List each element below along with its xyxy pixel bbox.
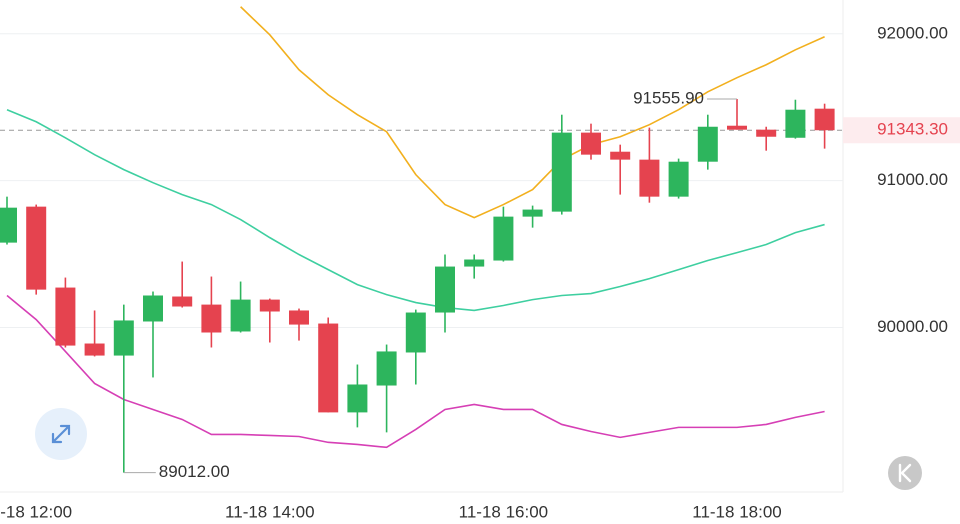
band-line — [6, 108, 825, 312]
candle-body — [55, 287, 76, 346]
candle-body — [347, 384, 368, 413]
collapse-button[interactable] — [888, 456, 922, 490]
candle-body — [435, 266, 455, 313]
x-tick-label: 11-18 14:00 — [225, 502, 314, 521]
y-tick-label: 91000.00 — [877, 170, 948, 189]
candle-body — [493, 216, 514, 261]
candle-body — [727, 125, 747, 130]
candle-body — [143, 295, 163, 322]
candle-body — [113, 320, 134, 356]
last-price-badge — [843, 117, 960, 144]
y-tick-label: 92000.00 — [877, 23, 948, 42]
candle-body — [84, 343, 105, 356]
x-tick-label: 11-18 16:00 — [459, 502, 548, 521]
candle-body — [668, 161, 689, 197]
candle-body — [172, 296, 193, 307]
candle-body — [551, 132, 572, 212]
expand-button[interactable] — [35, 408, 87, 460]
candle-body — [318, 323, 339, 413]
candle-body — [405, 312, 426, 353]
candle-body — [26, 206, 47, 290]
candle-body — [464, 259, 485, 267]
candle-body — [230, 299, 251, 332]
y-tick-label: 90000.00 — [877, 317, 948, 336]
band-line — [6, 294, 825, 449]
axes: 90000.00 91000.00 92000.00 -18 12:00 11-18 1… — [0, 23, 960, 521]
x-tick-label: 11-18 18:00 — [692, 502, 781, 521]
candle-body — [639, 159, 660, 197]
min-label: 89012.00 — [159, 462, 230, 481]
candle-body — [259, 299, 280, 312]
candle-body — [697, 126, 718, 162]
candle-body — [0, 207, 17, 243]
last-price-label: 91343.30 — [877, 120, 948, 139]
band-line — [240, 6, 825, 219]
candle-body — [376, 351, 397, 386]
candle-body — [581, 132, 601, 155]
candle-body — [785, 109, 806, 138]
plot-area: 91555.90 89012.00 — [0, 6, 842, 481]
candle-body — [610, 151, 631, 160]
candle-body — [201, 304, 222, 333]
candle-body — [289, 310, 309, 325]
candle-body — [814, 108, 835, 131]
max-label: 91555.90 — [633, 88, 704, 107]
x-tick-label: -18 12:00 — [0, 502, 72, 521]
candle-body — [522, 209, 543, 217]
candle-body — [756, 129, 777, 137]
